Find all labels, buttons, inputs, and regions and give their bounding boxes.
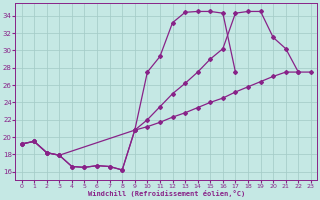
X-axis label: Windchill (Refroidissement éolien,°C): Windchill (Refroidissement éolien,°C) <box>88 190 245 197</box>
